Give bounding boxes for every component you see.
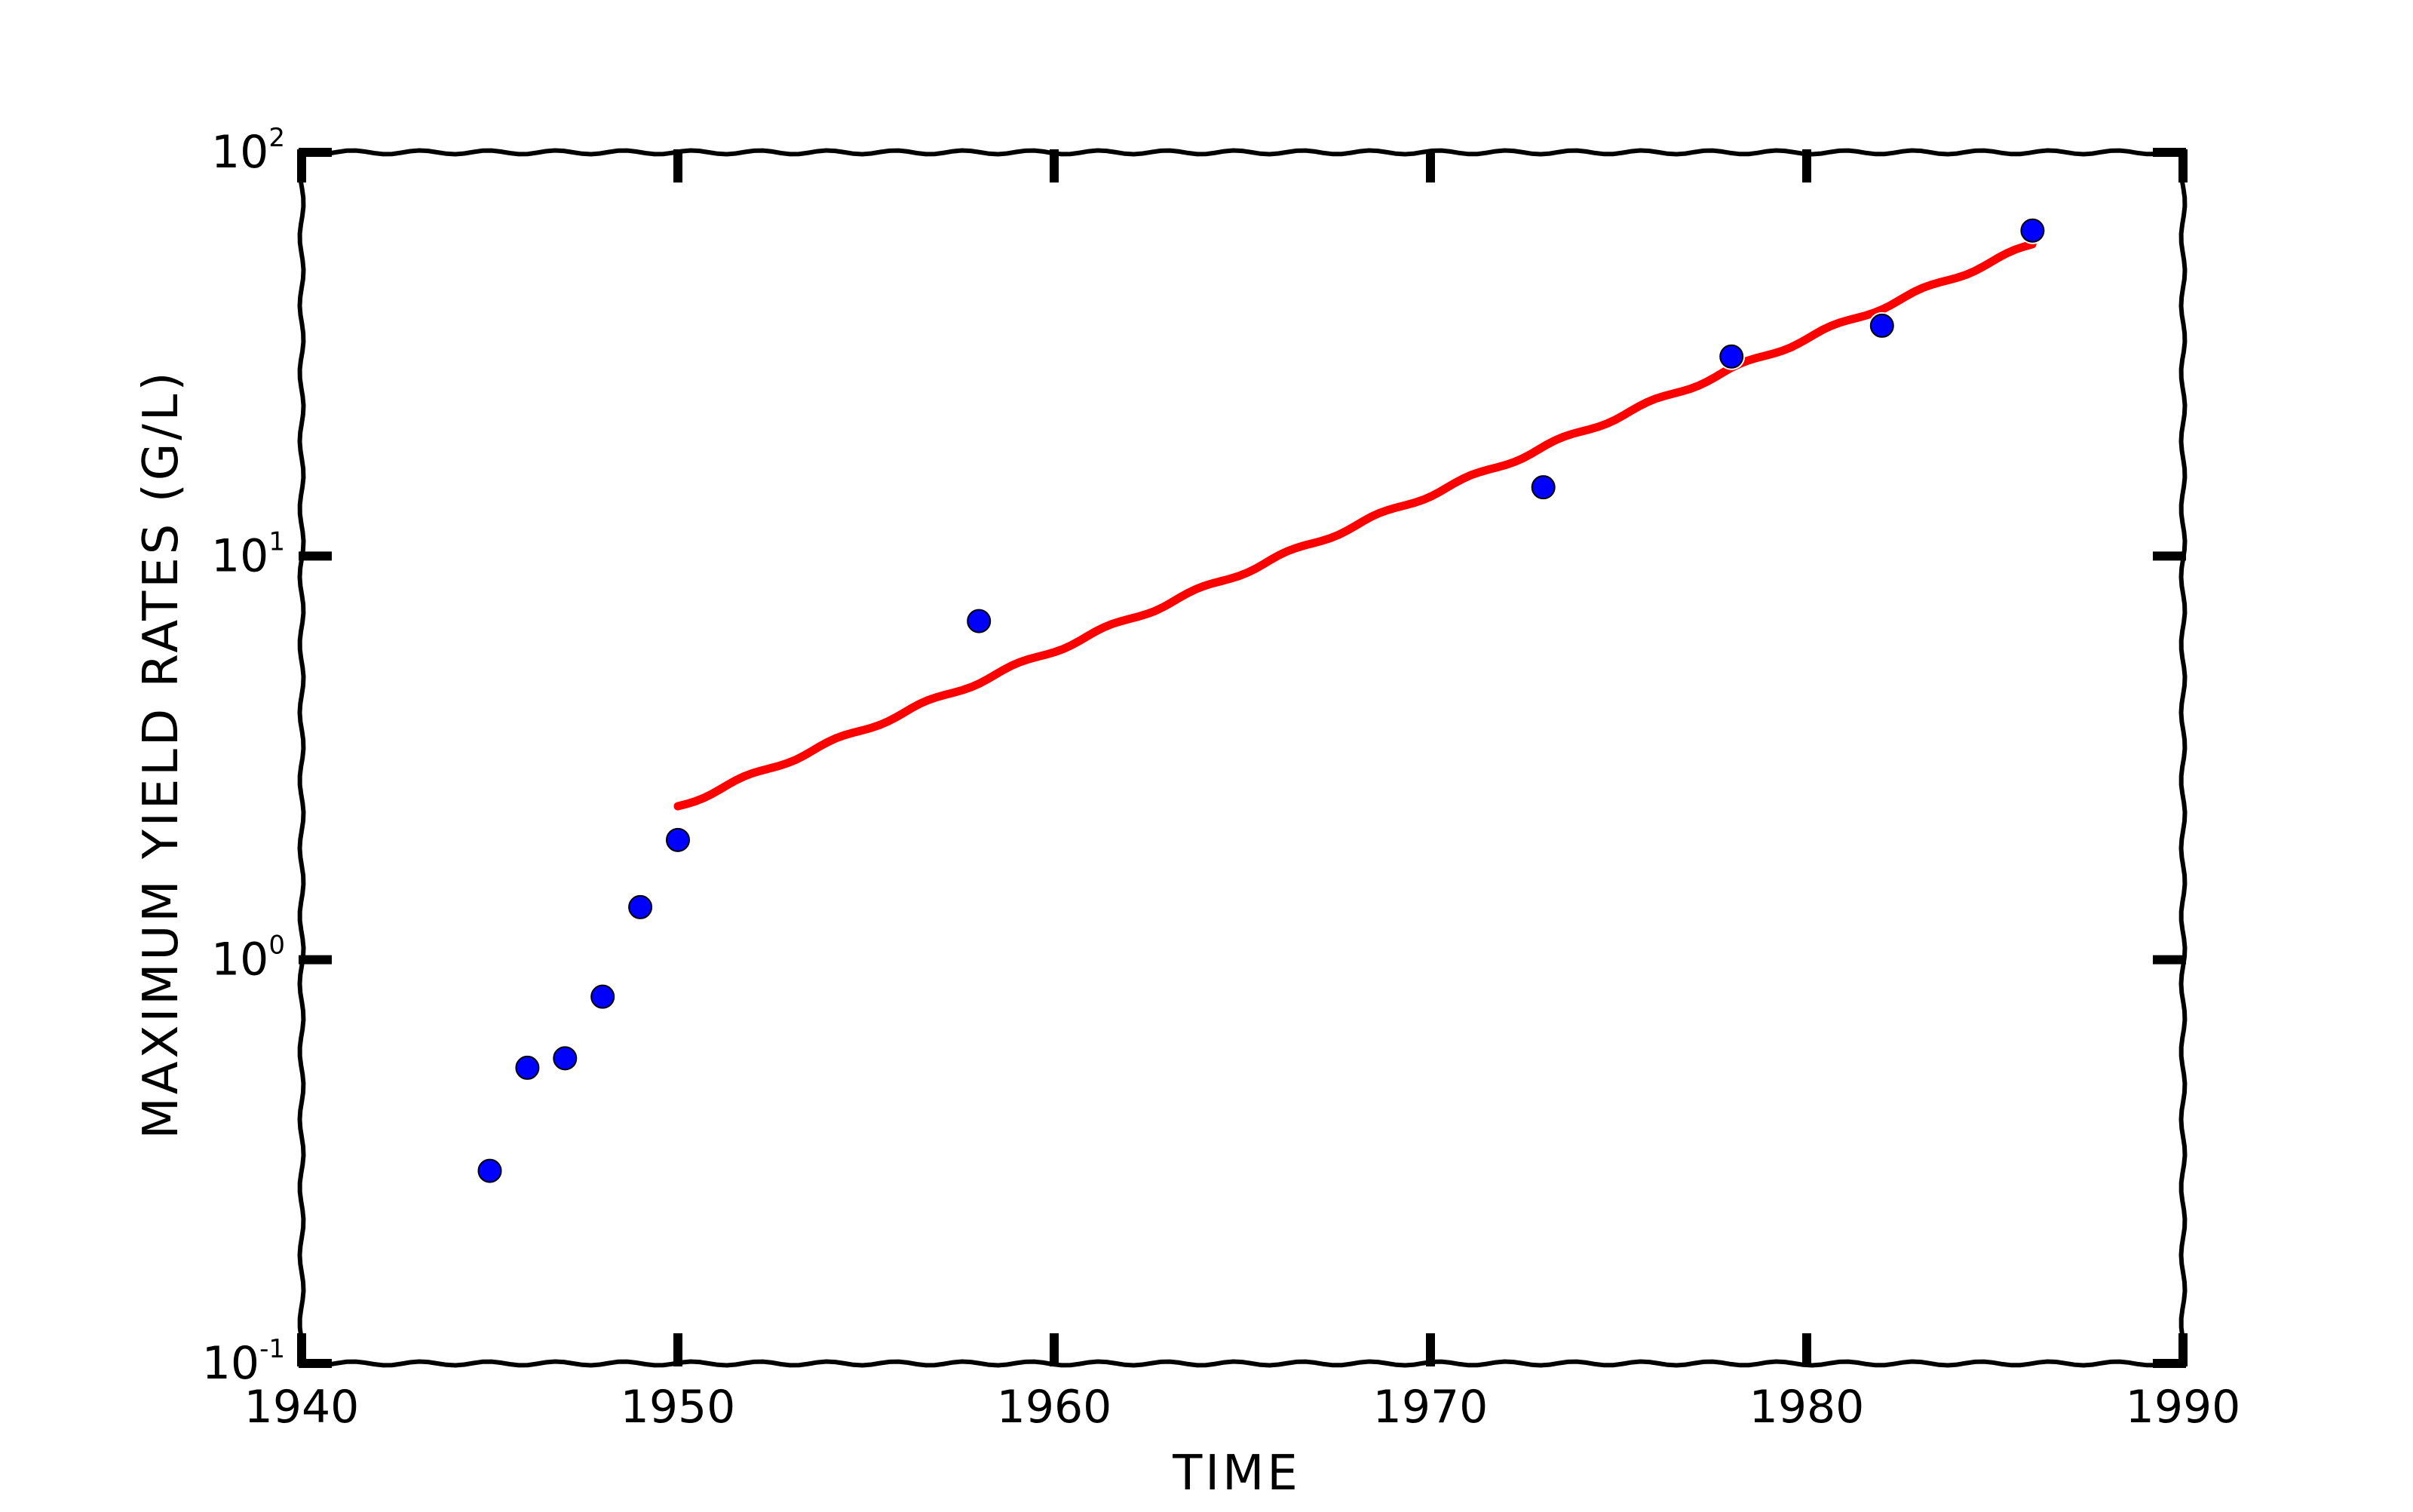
points-layer	[476, 216, 2047, 1185]
fit-line-layer	[670, 235, 2041, 815]
axis-frame-top	[301, 148, 2184, 157]
data-point	[967, 609, 992, 633]
x-tick-label: 1970	[1373, 1381, 1489, 1434]
x-tick-label: 1950	[621, 1381, 736, 1434]
y-tick-label-exponent: 2	[268, 123, 285, 153]
y-tick-label-exponent: 0	[268, 931, 285, 961]
x-tick-label: 1990	[2126, 1381, 2241, 1434]
y-tick-label-base: 10	[211, 529, 268, 582]
data-point	[2020, 218, 2045, 243]
x-tick-label: 1980	[1749, 1381, 1865, 1434]
y-tick-label-base: 10	[202, 1337, 259, 1390]
y-tick-label: 101	[211, 526, 285, 582]
y-tick-label-base: 10	[211, 126, 268, 179]
x-tick-label: 1940	[244, 1381, 360, 1434]
axis-frame-bottom	[301, 1359, 2184, 1368]
y-tick-label: 10-1	[202, 1334, 285, 1390]
x-axis-label: TIME	[1172, 1446, 1301, 1501]
data-point	[553, 1046, 578, 1071]
data-point	[477, 1158, 502, 1183]
data-point	[1869, 313, 1894, 338]
y-axis-label: MAXIMUM YIELD RATES (G/L)	[133, 370, 189, 1139]
axes-layer	[297, 148, 2188, 1368]
y-tick-label-exponent: -1	[259, 1334, 285, 1364]
data-point	[1719, 344, 1744, 369]
y-tick-label-base: 10	[211, 934, 268, 986]
y-tick-label: 100	[211, 931, 285, 986]
axis-frame-right	[2178, 152, 2188, 1364]
data-point	[1531, 475, 1556, 500]
y-tick-label: 102	[211, 123, 285, 179]
fit-line	[673, 240, 2037, 811]
data-point	[515, 1055, 540, 1080]
data-point	[628, 894, 653, 919]
data-point	[590, 984, 615, 1009]
data-point	[666, 827, 690, 852]
y-tick-label-exponent: 1	[268, 526, 285, 557]
x-tick-label: 1960	[997, 1381, 1112, 1434]
axis-frame-left	[297, 152, 306, 1364]
